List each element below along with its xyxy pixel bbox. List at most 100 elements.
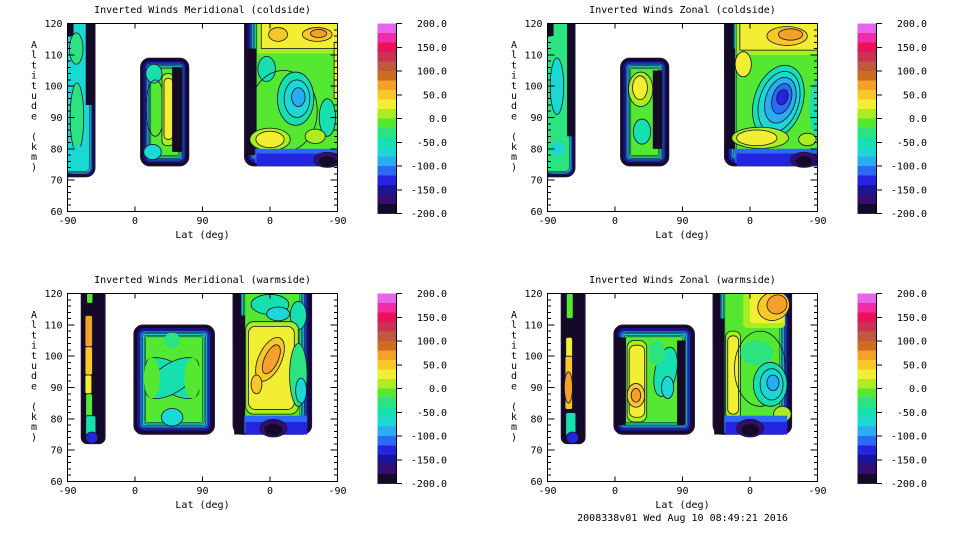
y-axis-label-char: i <box>31 341 37 352</box>
y-axis-label-char: ) <box>511 432 517 443</box>
y-axis-label-char: A <box>31 310 37 321</box>
colorbar-band <box>377 52 397 62</box>
y-axis-label-char: m <box>31 152 37 163</box>
colorbar-tick-label: 50.0 <box>903 90 927 101</box>
y-axis-label-char: t <box>511 330 517 341</box>
y-axis-label-char: d <box>31 371 37 382</box>
y-axis-label-char: t <box>31 330 37 341</box>
contour-patch <box>798 132 817 147</box>
colorbar-tick-label: 0.0 <box>429 114 447 125</box>
colorbar: 200.0 150.0 100.0 50.0 0.0 -50.0 -100.0 -150.0 -… <box>377 19 447 220</box>
y-axis-label-char: k <box>511 412 517 423</box>
colorbar-tick-label: -150.0 <box>891 185 927 196</box>
colorbar-tick-label: -150.0 <box>411 455 447 466</box>
colorbar-band <box>377 464 397 475</box>
contour-patch <box>566 293 574 319</box>
panel-title-meridional-coldside: Inverted Winds Meridional (coldside) <box>94 5 311 16</box>
contour-region <box>67 23 338 178</box>
contour-patch <box>777 28 804 41</box>
contour-patch <box>84 374 93 395</box>
x-tick-label: -90 <box>58 486 76 497</box>
x-tick-label: -90 <box>328 486 346 497</box>
x-axis-label: Lat (deg) <box>175 500 229 511</box>
colorbar-band <box>377 128 397 138</box>
x-tick-label: 90 <box>676 486 688 497</box>
y-axis-label-char: e <box>511 111 517 122</box>
contour-patch <box>69 32 84 65</box>
colorbar-band <box>377 156 397 167</box>
colorbar-band <box>857 360 877 370</box>
contour-patch <box>736 129 778 147</box>
colorbar-band <box>857 474 877 484</box>
y-tick-label: 80 <box>50 144 62 155</box>
colorbar-band <box>857 109 877 119</box>
y-tick-label: 100 <box>44 352 62 363</box>
colorbar-tick-label: 100.0 <box>897 337 927 348</box>
y-tick-label: 120 <box>524 289 542 300</box>
contour-patch <box>84 315 93 348</box>
panel-title-zonal-coldside: Inverted Winds Zonal (coldside) <box>589 5 776 16</box>
contour-patch <box>232 293 241 344</box>
colorbar-band <box>377 23 397 34</box>
panel-title-zonal-warmside: Inverted Winds Zonal (warmside) <box>589 275 776 286</box>
contour-patch <box>304 128 326 144</box>
colorbar-band <box>377 322 397 332</box>
axis-ticks <box>67 23 338 212</box>
colorbar-tick-label: 100.0 <box>897 67 927 78</box>
colorbar-band <box>377 90 397 100</box>
colorbar-tick-label: 50.0 <box>903 360 927 371</box>
colorbar-band <box>857 71 877 81</box>
contour-patch <box>766 374 780 392</box>
y-tick-label: 70 <box>530 176 542 187</box>
colorbar-tick-label: 100.0 <box>417 67 447 78</box>
contour-patch <box>70 145 85 162</box>
y-tick-label: 90 <box>530 383 542 394</box>
colorbar-band <box>377 379 397 389</box>
y-tick-label: 110 <box>524 320 542 331</box>
contour-patch <box>143 144 162 160</box>
colorbar-tick-label: 50.0 <box>423 360 447 371</box>
y-axis-label-char: d <box>511 371 517 382</box>
colorbar-tick-label: 200.0 <box>897 289 927 300</box>
colorbar-band <box>377 166 397 176</box>
contour-patch <box>163 77 174 140</box>
colorbar-band <box>857 426 877 437</box>
colorbar-tick-label: 0.0 <box>909 114 927 125</box>
y-axis-label-char: i <box>31 71 37 82</box>
contour-patch <box>734 330 787 407</box>
y-axis-label-char: l <box>31 50 37 61</box>
contour-patch <box>677 340 686 426</box>
x-tick-label: 0 <box>612 486 618 497</box>
x-axis-label: Lat (deg) <box>655 230 709 241</box>
y-axis-label-char: l <box>31 320 37 331</box>
y-axis-label-char: e <box>31 381 37 392</box>
contour-patch <box>164 332 181 349</box>
colorbar-tick-label: 200.0 <box>897 19 927 30</box>
contour-patch <box>85 431 99 444</box>
colorbar-band <box>377 204 397 214</box>
colorbar-band <box>857 436 877 446</box>
colorbar-band <box>377 445 397 456</box>
y-axis-label-char: i <box>511 341 517 352</box>
x-tick-label: 90 <box>196 216 208 227</box>
colorbar-band <box>377 147 397 157</box>
contour-patch <box>725 48 736 149</box>
colorbar-tick-label: -100.0 <box>411 162 447 173</box>
colorbar-band <box>377 436 397 446</box>
contour-patch <box>776 89 789 106</box>
contour-patch <box>87 293 93 303</box>
contour-patch <box>550 141 565 157</box>
colorbar-band <box>857 42 877 53</box>
contour-patch <box>250 374 263 395</box>
y-tick-label: 60 <box>50 477 62 488</box>
y-tick-label: 80 <box>530 144 542 155</box>
y-axis-label-char: ) <box>31 432 37 443</box>
colorbar-tick-label: -200.0 <box>411 479 447 490</box>
contour-patch <box>172 67 183 152</box>
colorbar-band <box>377 99 397 110</box>
x-tick-label: -90 <box>538 486 556 497</box>
colorbar-band <box>377 341 397 351</box>
colorbar-band <box>377 61 397 72</box>
y-axis-label-char: ( <box>511 132 517 143</box>
